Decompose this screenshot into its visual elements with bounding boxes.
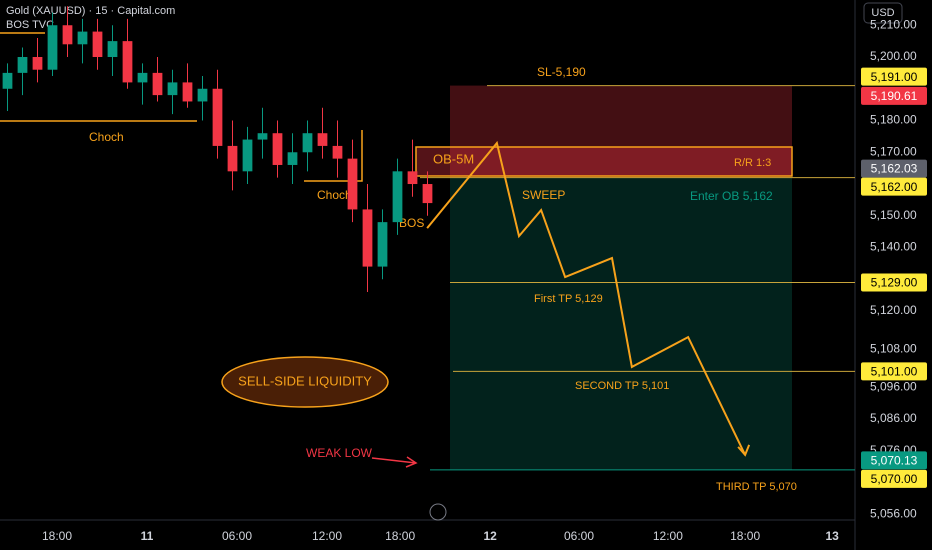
candle-body	[287, 152, 298, 165]
price-badge-label: 5,129.00	[871, 276, 918, 290]
y-tick-label: 5,120.00	[870, 303, 917, 317]
x-tick-label: 06:00	[222, 529, 252, 543]
candle-body	[47, 25, 58, 70]
y-tick-label: 5,200.00	[870, 49, 917, 63]
candle-body	[62, 25, 73, 45]
annotation: THIRD TP 5,070	[716, 481, 797, 493]
price-badge-label: 5,070.13	[871, 454, 918, 468]
chart-subtitle: BOS TVC	[6, 19, 54, 31]
candle-body	[137, 72, 148, 83]
candle-body	[362, 209, 373, 267]
candle-body	[182, 82, 193, 102]
x-tick-label: 11	[141, 529, 154, 543]
candle-body	[272, 133, 283, 165]
y-tick-label: 5,096.00	[870, 379, 917, 393]
annotation: SELL-SIDE LIQUIDITY	[238, 373, 372, 388]
x-tick-label: 12:00	[312, 529, 342, 543]
candle-body	[332, 145, 343, 159]
candle-body	[407, 171, 418, 185]
price-badge	[861, 273, 927, 292]
annotation: SWEEP	[522, 188, 565, 202]
projection-path	[426, 140, 747, 456]
annotation: R/R 1:3	[734, 157, 771, 169]
x-tick-label: 06:00	[564, 529, 594, 543]
y-tick-label: 5,056.00	[870, 506, 917, 520]
price-badge	[861, 177, 927, 196]
annotation: SECOND TP 5,101	[575, 380, 669, 392]
replay-icon[interactable]	[429, 503, 447, 521]
candle-body	[122, 41, 133, 83]
y-tick-label: 5,210.00	[870, 17, 917, 31]
y-tick-label: 5,108.00	[870, 341, 917, 355]
candle-body	[167, 82, 178, 96]
candle-body	[107, 41, 118, 58]
x-tick-label: 13	[825, 529, 839, 543]
annotation: WEAK LOW	[306, 446, 373, 460]
projection-arrowhead	[737, 444, 751, 457]
price-badge	[861, 451, 927, 470]
annotation: Choch	[89, 130, 124, 144]
currency: USD	[871, 7, 894, 19]
candle-body	[317, 133, 328, 146]
candle-body	[257, 133, 268, 140]
price-badge	[861, 86, 927, 105]
currency-button[interactable]	[863, 2, 903, 24]
x-tick-label: 18:00	[385, 529, 415, 543]
candle-body	[422, 184, 433, 204]
chart-title: Gold (XAUUSD) · 15 · Capital.com	[6, 5, 175, 17]
annotation: Enter OB 5,162	[690, 189, 773, 203]
choch-line	[304, 130, 363, 182]
price-badge-label: 5,101.00	[871, 365, 918, 379]
x-tick-label: 12:00	[653, 529, 683, 543]
candle-body	[302, 133, 313, 153]
candle-body	[77, 31, 88, 45]
candle-body	[2, 72, 13, 89]
candle-body	[392, 171, 403, 223]
candle-body	[212, 88, 223, 146]
annotation: OB-5M	[433, 151, 474, 166]
annotation: First TP 5,129	[534, 293, 603, 305]
price-badge	[861, 67, 927, 86]
liquidity-ellipse	[221, 356, 389, 408]
candle-body	[152, 72, 163, 96]
annotation: Choch	[317, 188, 352, 202]
x-tick-label: 18:00	[42, 529, 72, 543]
price-badge-label: 5,162.00	[871, 180, 918, 194]
y-tick-label: 5,150.00	[870, 208, 917, 222]
candle-body	[242, 139, 253, 172]
price-badge-label: 5,191.00	[871, 70, 918, 84]
annotation: BOS	[399, 216, 424, 230]
y-tick-label: 5,140.00	[870, 240, 917, 254]
weak-low-arrow	[405, 456, 418, 468]
candle-body	[32, 57, 43, 70]
price-badge	[861, 469, 927, 488]
annotation: SL-5,190	[537, 65, 586, 79]
x-tick-label: 18:00	[730, 529, 760, 543]
weak-low-arrow	[371, 457, 417, 464]
candle-body	[347, 158, 358, 210]
ob-box	[415, 146, 793, 177]
stop-zone	[450, 85, 792, 178]
target-zone	[450, 177, 792, 470]
price-badge	[861, 362, 927, 381]
price-badge-label: 5,162.03	[871, 162, 918, 176]
price-badge-label: 5,070.00	[871, 472, 918, 486]
candle-body	[227, 145, 238, 172]
price-badge	[861, 159, 927, 178]
candle-body	[377, 222, 388, 267]
x-tick-label: 12	[483, 529, 497, 543]
y-tick-label: 5,170.00	[870, 144, 917, 158]
y-tick-label: 5,180.00	[870, 113, 917, 127]
price-badge-label: 5,190.61	[871, 89, 918, 103]
candle-body	[17, 57, 28, 73]
candle-body	[92, 31, 103, 58]
y-tick-label: 5,086.00	[870, 411, 917, 425]
candle-body	[197, 88, 208, 102]
